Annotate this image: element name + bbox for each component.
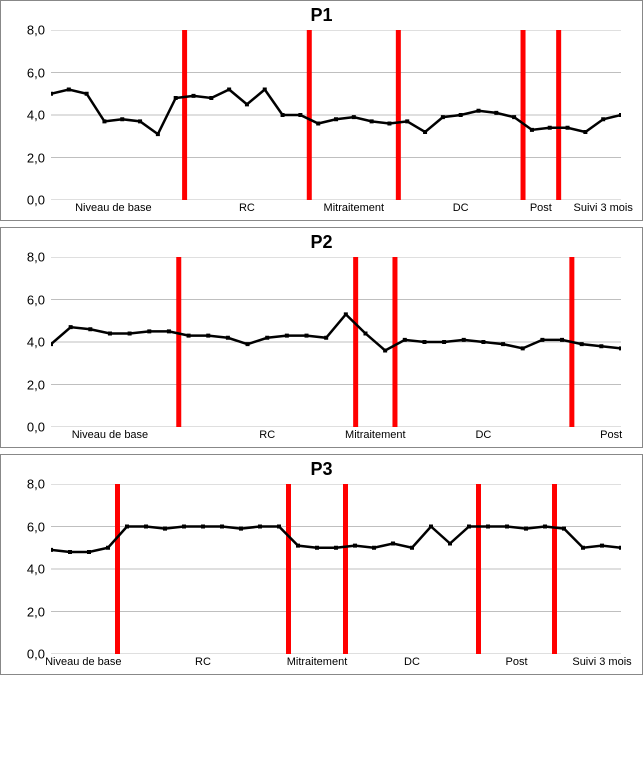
chart-area: 0,0 2,0 4,0 6,0 8,0 Niveau de base RC Mitraitem… (1, 26, 642, 220)
y-tick-label: 4,0 (27, 562, 45, 577)
y-tick-label: 0,0 (27, 647, 45, 662)
y-tick-label: 2,0 (27, 150, 45, 165)
y-tick-label: 6,0 (27, 65, 45, 80)
phase-label: RC (239, 202, 255, 214)
phase-label: Mitraitement (287, 656, 348, 668)
phase-label: RC (195, 656, 211, 668)
y-tick-label: 8,0 (27, 477, 45, 492)
y-tick-label: 4,0 (27, 335, 45, 350)
phase-label: Niveau de base (75, 202, 151, 214)
chart-panel-p1: P1 0,0 2,0 4,0 6,0 8,0 Niveau de base RC Mitrait… (0, 0, 643, 221)
y-tick-label: 0,0 (27, 193, 45, 208)
chart-area: 0,0 2,0 4,0 6,0 8,0 Niveau de base RC Mitraitem… (1, 253, 642, 447)
y-tick-label: 8,0 (27, 250, 45, 265)
chart-svg (51, 257, 621, 427)
y-tick-label: 2,0 (27, 604, 45, 619)
phase-label: Suivi 3 mois (574, 202, 633, 214)
chart-title: P2 (1, 228, 642, 253)
chart-title: P1 (1, 1, 642, 26)
chart-svg (51, 484, 621, 654)
y-tick-label: 6,0 (27, 519, 45, 534)
phase-label: Niveau de base (45, 656, 121, 668)
x-phase-labels: Niveau de base RC Mitraitement DC Post Suivi … (51, 202, 632, 218)
phase-label: Suivi 3 mois (572, 656, 631, 668)
chart-panel-p2: P2 0,0 2,0 4,0 6,0 8,0 Niveau de base RC Mitrait… (0, 227, 643, 448)
y-tick-label: 8,0 (27, 23, 45, 38)
y-tick-label: 6,0 (27, 292, 45, 307)
phase-label: DC (453, 202, 469, 214)
phase-label: Mitraitement (345, 429, 406, 441)
y-tick-label: 4,0 (27, 108, 45, 123)
chart-title: P3 (1, 455, 642, 480)
y-tick-label: 0,0 (27, 420, 45, 435)
chart-panel-p3: P3 0,0 2,0 4,0 6,0 8,0 Niveau de base RC Mitrait… (0, 454, 643, 675)
phase-label: DC (475, 429, 491, 441)
y-tick-label: 2,0 (27, 377, 45, 392)
phase-label: Post (505, 656, 527, 668)
x-phase-labels: Niveau de base RC Mitraitement DC Post (51, 429, 632, 445)
phase-label: DC (404, 656, 420, 668)
phase-label: Post (600, 429, 622, 441)
chart-area: 0,0 2,0 4,0 6,0 8,0 Niveau de base RC Mitraitem… (1, 480, 642, 674)
phase-label: RC (259, 429, 275, 441)
phase-label: Post (530, 202, 552, 214)
chart-svg (51, 30, 621, 200)
phase-label: Mitraitement (324, 202, 385, 214)
phase-label: Niveau de base (72, 429, 148, 441)
x-phase-labels: Niveau de baseRCMitraitementDCPostSuivi … (51, 656, 632, 672)
